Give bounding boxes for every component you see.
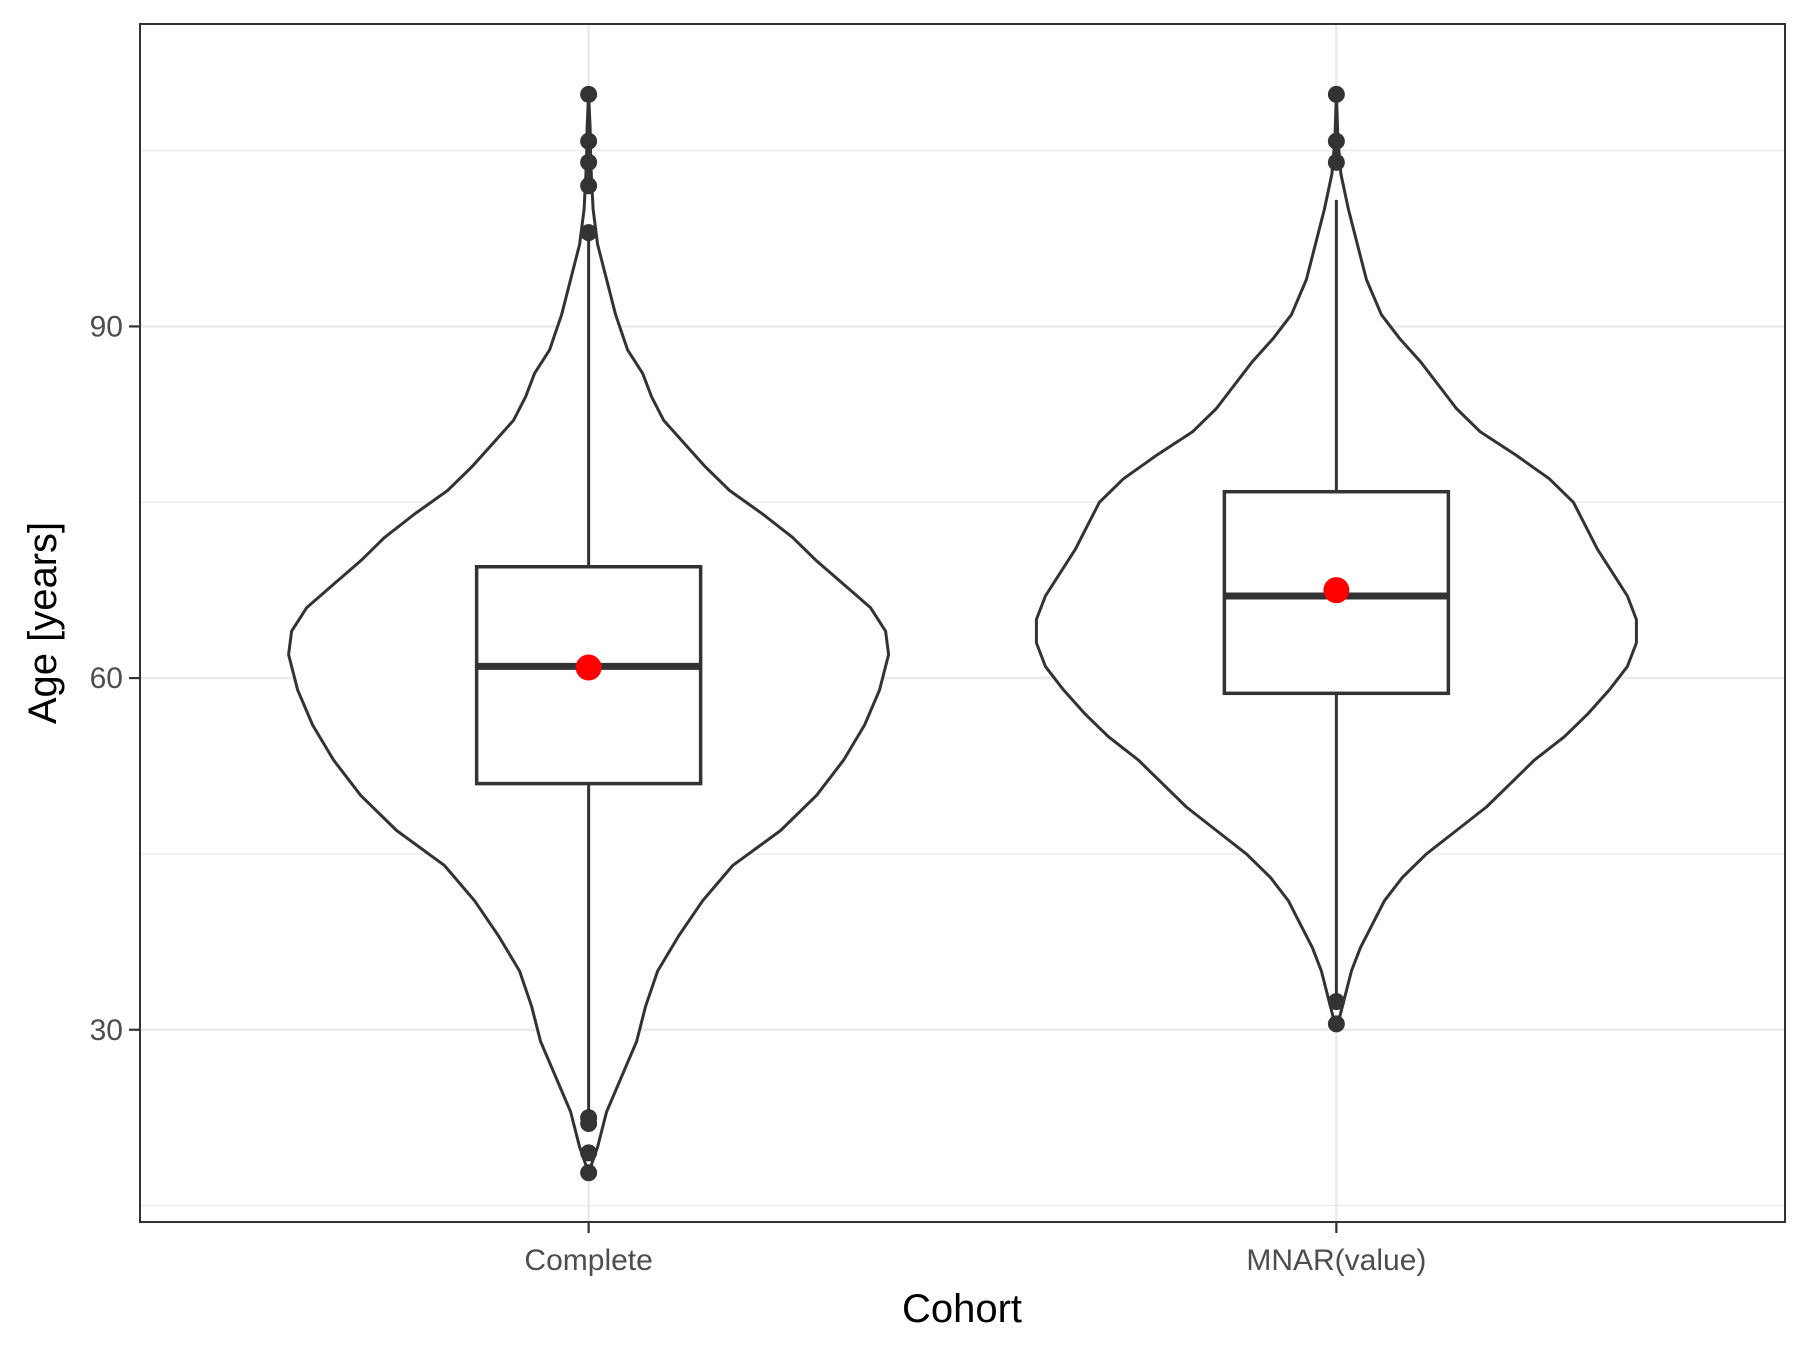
x-tick-label: Complete (524, 1244, 652, 1277)
y-tick-label: 90 (90, 310, 123, 343)
x-axis-title: Cohort (902, 1287, 1022, 1331)
outlier-point (580, 224, 598, 242)
panel-border (139, 23, 1786, 1223)
mean-point (575, 654, 602, 681)
y-tick-label: 30 (90, 1014, 123, 1047)
outlier-point (580, 1164, 598, 1182)
outlier-point (580, 1115, 598, 1133)
outlier-point (1327, 993, 1345, 1011)
mean-point (1323, 577, 1350, 604)
x-tick-label: MNAR(value) (1246, 1244, 1426, 1277)
outlier-point (1327, 1015, 1345, 1033)
points (575, 85, 1350, 1182)
y-axis-title: Age [years] (21, 522, 65, 724)
outlier-point (580, 1144, 598, 1162)
y-tick-label: 60 (90, 662, 123, 695)
axes: 30 60 90 Complete MNAR(value) (90, 310, 1427, 1277)
